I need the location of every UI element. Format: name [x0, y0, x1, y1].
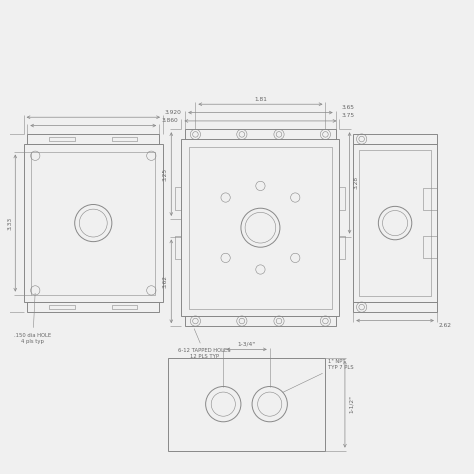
Bar: [353, 134, 437, 144]
Bar: [185, 129, 336, 139]
Text: 3.62: 3.62: [162, 275, 167, 288]
Text: 3.935: 3.935: [0, 215, 1, 231]
Text: .150 dia HOLE
4 pls typ: .150 dia HOLE 4 pls typ: [14, 293, 52, 344]
Bar: [185, 316, 336, 326]
Text: 3.860: 3.860: [161, 118, 178, 123]
Text: 1" NPT
TYP 7 PLS: 1" NPT TYP 7 PLS: [283, 359, 354, 392]
Bar: [339, 236, 346, 259]
Text: 3.65: 3.65: [341, 105, 354, 110]
Bar: [423, 188, 437, 210]
Text: 2.62: 2.62: [439, 323, 452, 328]
Bar: [112, 305, 137, 310]
Bar: [27, 134, 159, 144]
Bar: [24, 144, 163, 302]
Bar: [339, 187, 346, 210]
Text: 1.81: 1.81: [254, 97, 267, 101]
Text: 1-1/2": 1-1/2": [349, 395, 355, 413]
Text: 3.75: 3.75: [341, 113, 355, 118]
Text: 3.33: 3.33: [7, 217, 12, 229]
Bar: [27, 302, 159, 312]
Bar: [359, 150, 431, 296]
Bar: [353, 144, 437, 302]
Text: 1-3/4": 1-3/4": [237, 342, 255, 347]
Bar: [112, 137, 137, 141]
Bar: [423, 236, 437, 258]
Bar: [175, 236, 182, 259]
Text: 3.920: 3.920: [165, 109, 182, 115]
Bar: [189, 147, 332, 309]
Bar: [49, 305, 75, 310]
Bar: [175, 187, 182, 210]
Text: 3.25: 3.25: [162, 167, 167, 181]
Bar: [353, 302, 437, 312]
Bar: [168, 358, 326, 451]
Bar: [182, 139, 339, 316]
Text: 6-12 TAPPED HOLES
12 PLS TYP: 6-12 TAPPED HOLES 12 PLS TYP: [178, 328, 231, 359]
Bar: [31, 152, 155, 294]
Bar: [49, 137, 75, 141]
Text: 3.28: 3.28: [354, 176, 358, 190]
